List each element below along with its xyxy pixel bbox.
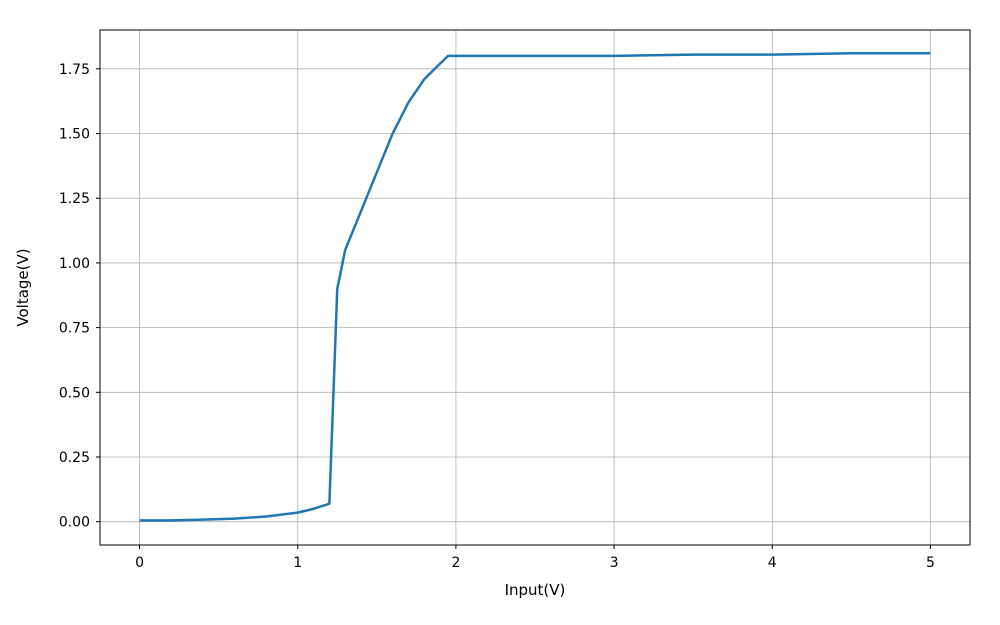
x-tick-label: 4 xyxy=(768,555,777,571)
x-tick-label: 2 xyxy=(451,555,460,571)
y-tick-label: 0.50 xyxy=(59,385,90,401)
y-tick-label: 1.50 xyxy=(59,127,90,143)
y-tick-label: 1.75 xyxy=(59,62,90,78)
chart-container: 0 1 2 3 4 5 0.00 0.25 0.50 0.75 1.00 1.25 1.50 1.75 In… xyxy=(0,0,1000,625)
x-tick-label: 3 xyxy=(610,555,619,571)
y-tick-label: 1.00 xyxy=(59,256,90,272)
y-axis-label: Voltage(V) xyxy=(14,248,32,326)
x-tick-label: 5 xyxy=(926,555,935,571)
x-axis-label: Input(V) xyxy=(505,581,566,599)
x-tick-label: 0 xyxy=(135,555,144,571)
y-tick-label: 0.25 xyxy=(59,450,90,466)
line-chart: 0 1 2 3 4 5 0.00 0.25 0.50 0.75 1.00 1.25 1.50 1.75 In… xyxy=(0,0,1000,625)
y-tick-label: 1.25 xyxy=(59,191,90,207)
x-tick-label: 1 xyxy=(293,555,302,571)
y-tick-label: 0.00 xyxy=(59,515,90,531)
y-tick-label: 0.75 xyxy=(59,321,90,337)
